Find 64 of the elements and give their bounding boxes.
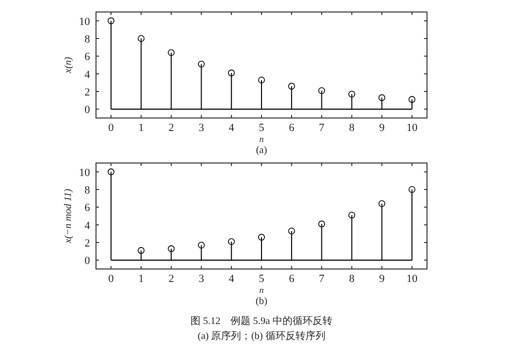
point [318,87,326,94]
point [108,168,114,176]
text: (a) 原序列；(b) 循环反转序列 [198,330,326,342]
point [378,200,386,208]
x-tick-label: 2 [168,122,174,134]
y-tick-label: 0 [84,255,90,268]
y-tick-label: 6 [84,202,90,214]
point [198,60,205,68]
x-tick-label: 8 [349,273,356,285]
point [228,238,235,246]
x-tick-label: 10 [406,122,418,134]
y-tick-label: 8 [84,184,90,196]
y-tick-label: 4 [84,220,90,232]
point [288,82,295,90]
y-tick-label: 0 [84,104,90,116]
point [108,17,114,24]
text: (a) [256,145,268,156]
point [288,228,295,234]
x-axis-title: n [259,285,264,295]
x-tick-label: 4 [228,122,235,134]
y-tick-label: 10 [79,166,90,179]
x-tick-label: 2 [168,273,174,285]
point [258,234,265,241]
x-tick-label: 6 [288,122,295,134]
x-tick-label: 9 [379,122,386,134]
point [138,247,145,254]
y-tick-label: 10 [79,16,90,28]
text: (b) [256,296,268,307]
point [348,90,356,98]
x-tick-label: 5 [258,122,265,134]
point [378,94,386,102]
point [228,70,235,76]
point [408,186,416,193]
x-tick-label: 9 [379,273,386,285]
point [258,76,265,84]
point [408,96,416,103]
y-tick-label: 2 [84,238,90,250]
y-tick-label: 4 [84,68,90,81]
x-tick-label: 8 [349,122,356,134]
point [138,35,145,42]
x-tick-label: 4 [228,273,235,285]
point [348,212,356,219]
x-tick-label: 7 [318,122,325,134]
point [168,245,175,252]
y-axis-title: x(n) [63,56,74,74]
x-tick-label: 3 [198,122,205,134]
x-axis-title: n [259,134,264,144]
y-tick-label: 8 [84,34,90,46]
point [168,49,175,56]
caption: 图 5.12 例题 5.9a 中的循环反转 [190,315,332,327]
x-tick-label: 5 [258,273,265,285]
y-tick-label: 6 [84,51,90,64]
y-tick-label: 2 [84,86,90,98]
x-tick-label: 7 [318,273,325,285]
x-tick-label: 6 [288,273,295,285]
x-tick-label: 3 [198,273,205,285]
x-tick-label: 1 [138,273,144,285]
x-tick-label: 0 [108,273,114,285]
x-tick-label: 0 [108,122,114,134]
x-tick-label: 10 [406,273,418,285]
point [318,220,326,228]
x-tick-label: 1 [138,122,144,134]
point [198,242,205,249]
y-axis-title: x(−n mod 11) [63,188,74,244]
